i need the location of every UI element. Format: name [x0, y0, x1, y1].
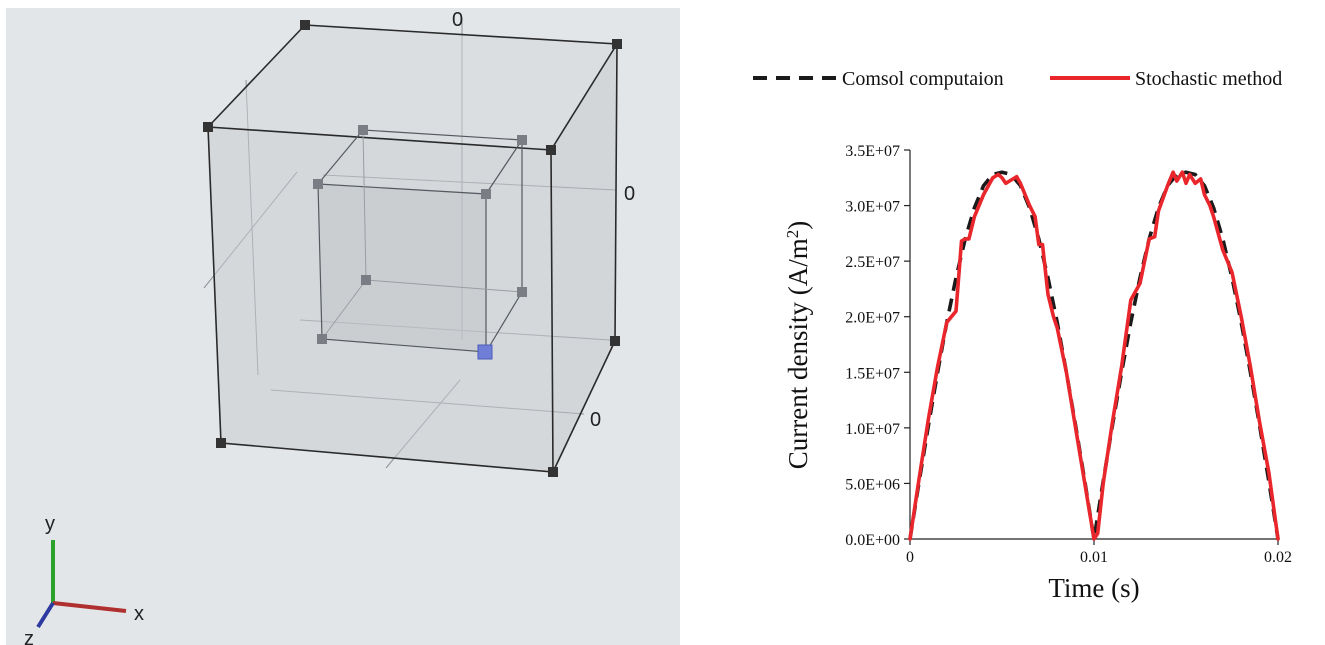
inner-cube: [313, 125, 527, 360]
y-tick-group: 0.0E+00 5.0E+06 1.0E+07 1.5E+07 2.0E+07 2.5E+…: [845, 143, 910, 549]
x-axis-title: Time (s): [1048, 573, 1139, 603]
vertex-handle[interactable]: [481, 189, 491, 199]
vertex-handle[interactable]: [313, 179, 323, 189]
vertex-handle[interactable]: [517, 287, 527, 297]
3d-scene[interactable]: 0 0 0 y x z: [0, 0, 680, 645]
y-axis-title-main: Current density (A/m: [783, 238, 813, 469]
y-tick-label: 1.5E+07: [845, 365, 900, 382]
y-tick-label: 1.0E+07: [845, 421, 900, 438]
vertex-handle[interactable]: [317, 334, 327, 344]
z-axis-label: z: [24, 628, 34, 645]
vertex-handle[interactable]: [612, 39, 622, 49]
x-tick-label: 0.02: [1264, 549, 1292, 566]
selected-vertex-handle[interactable]: [477, 344, 493, 360]
y-tick-label: 2.0E+07: [845, 310, 900, 327]
series-group: [908, 170, 1280, 541]
legend: Comsol computaion Stochastic method: [753, 68, 1282, 90]
vertex-handle[interactable]: [548, 467, 558, 477]
y-axis-title-superscript: 2: [783, 230, 802, 239]
vertex-handle[interactable]: [361, 275, 371, 285]
x-tick-label: 0.01: [1080, 549, 1108, 566]
y-axis-title: Current density (A/m2): [783, 221, 814, 469]
vertex-handle[interactable]: [610, 336, 620, 346]
legend-label-stochastic: Stochastic method: [1135, 68, 1282, 90]
3d-viewport[interactable]: 0 0 0 y x z: [0, 0, 680, 645]
y-tick-label: 3.5E+07: [845, 143, 900, 160]
legend-label-comsol: Comsol computaion: [842, 68, 1004, 90]
vertex-handle[interactable]: [300, 20, 310, 30]
y-tick-label: 0.0E+00: [845, 532, 900, 549]
vertex-handle[interactable]: [546, 145, 556, 155]
x-axis-label: x: [134, 603, 144, 625]
y-tick-label: 2.5E+07: [845, 254, 900, 271]
y-tick-label: 3.0E+07: [845, 199, 900, 216]
y-tick-label: 5.0E+06: [845, 476, 900, 493]
series-line-stochastic: [908, 170, 1280, 541]
series-line-comsol: [908, 170, 1280, 541]
current-density-chart: Comsol computaion Stochastic method 0.0E…: [680, 0, 1325, 645]
y-axis-label: y: [45, 513, 55, 535]
zero-label-bottom: 0: [590, 409, 601, 431]
zero-label-top: 0: [452, 9, 463, 31]
vertex-handle[interactable]: [517, 135, 527, 145]
axis-triad: y x z: [24, 513, 144, 645]
zero-label-right: 0: [624, 183, 635, 205]
x-tick-group: 0 0.01 0.02: [906, 539, 1292, 566]
z-axis-arrow: [36, 601, 55, 629]
vertex-handle[interactable]: [203, 122, 213, 132]
vertex-handle[interactable]: [216, 438, 226, 448]
y-axis-title-close: ): [783, 221, 813, 230]
x-tick-label: 0: [906, 549, 914, 566]
chart-svg: Comsol computaion Stochastic method 0.0E…: [753, 68, 1292, 603]
vertex-handle[interactable]: [358, 125, 368, 135]
x-axis-arrow: [52, 601, 127, 613]
